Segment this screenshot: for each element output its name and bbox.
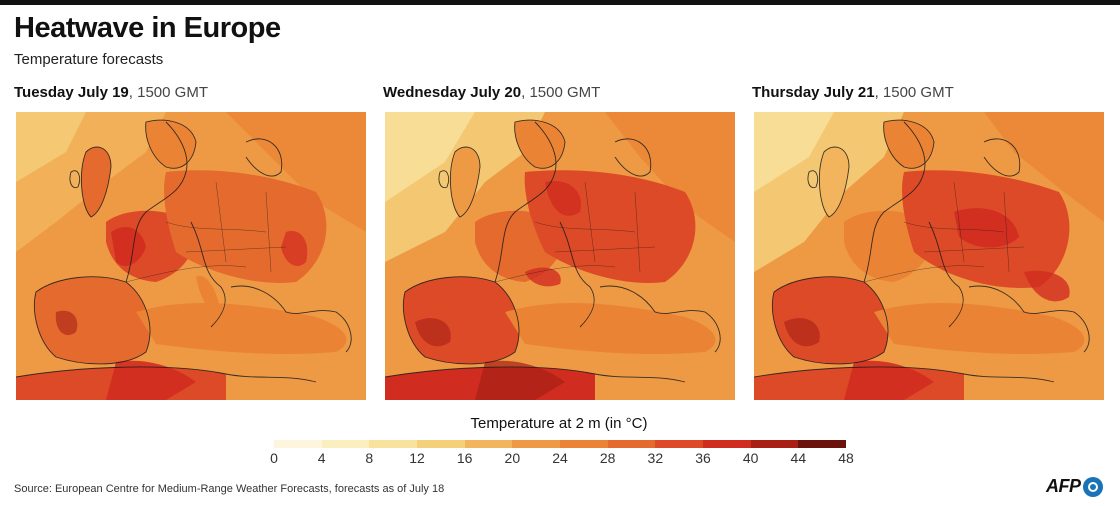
legend-tick-label: 32 (647, 450, 664, 466)
panel-day-label: Tuesday July 19 (14, 84, 129, 101)
legend-tick-label: 12 (409, 450, 425, 466)
temperature-map-wednesday (385, 112, 735, 400)
legend-swatch (369, 440, 418, 448)
page-subtitle: Temperature forecasts (14, 51, 164, 68)
legend-tick-label: 36 (695, 450, 711, 466)
legend-swatch (655, 440, 704, 448)
afp-logo-text: AFP (1046, 476, 1081, 496)
legend-swatch (703, 440, 751, 448)
legend-tick-label: 28 (599, 450, 616, 466)
top-rule (0, 0, 1120, 5)
legend-tick-label: 0 (270, 450, 278, 466)
legend-tick-label: 48 (838, 450, 854, 466)
page-title: Heatwave in Europe (14, 12, 281, 44)
legend-swatch (321, 440, 370, 448)
legend-tick-label: 8 (365, 450, 374, 466)
panel-time-label: , 1500 GMT (128, 84, 208, 101)
afp-logo: AFP (1046, 476, 1103, 497)
afp-logo-mark-icon (1082, 476, 1103, 497)
legend-swatch (750, 440, 799, 448)
legend-color-scale (274, 440, 847, 448)
panel-header-thursday: Thursday July 21, 1500 GMT (752, 84, 954, 101)
legend-swatch (798, 440, 847, 448)
legend-swatch (274, 440, 322, 448)
panel-time-label: , 1500 GMT (874, 84, 954, 101)
legend-tick-labels: 0 4 8 12 16 20 24 28 32 36 40 44 48 (270, 450, 854, 466)
legend-swatch (417, 440, 465, 448)
legend-swatch (512, 440, 561, 448)
legend-tick-label: 20 (504, 450, 521, 466)
legend-tick-label: 4 (317, 450, 326, 466)
legend-tick-label: 16 (456, 450, 473, 466)
legend-tick-label: 40 (742, 450, 759, 466)
legend-swatch (560, 440, 608, 448)
panel-time-label: , 1500 GMT (521, 84, 601, 101)
legend-tick-label: 44 (790, 450, 807, 466)
panel-day-label: Thursday July 21 (752, 84, 875, 101)
temperature-map-thursday (754, 112, 1104, 400)
legend-swatch (464, 440, 513, 448)
legend-title: Temperature at 2 m (in °C) (470, 415, 648, 432)
source-note: Source: European Centre for Medium-Range… (14, 483, 445, 495)
temperature-map-tuesday (16, 112, 366, 400)
panel-header-wednesday: Wednesday July 20, 1500 GMT (383, 84, 600, 101)
panel-day-label: Wednesday July 20 (383, 84, 522, 101)
legend-tick-label: 24 (552, 450, 568, 466)
panel-header-tuesday: Tuesday July 19, 1500 GMT (14, 84, 208, 101)
legend-swatch (607, 440, 656, 448)
